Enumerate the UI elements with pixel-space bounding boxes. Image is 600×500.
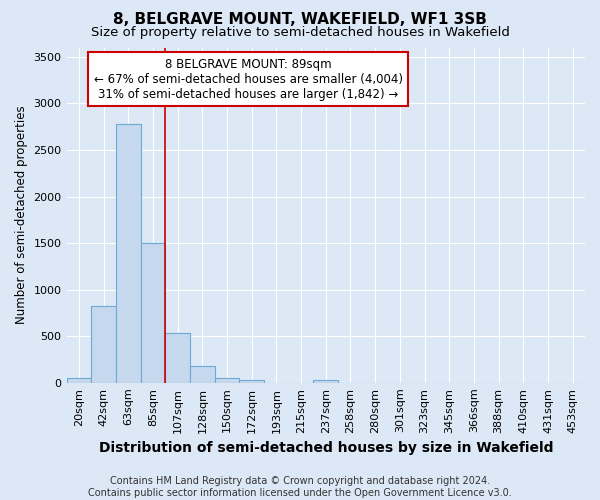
Text: Contains HM Land Registry data © Crown copyright and database right 2024.
Contai: Contains HM Land Registry data © Crown c… — [88, 476, 512, 498]
Bar — [190, 366, 215, 383]
Bar — [215, 378, 239, 383]
Text: 8, BELGRAVE MOUNT, WAKEFIELD, WF1 3SB: 8, BELGRAVE MOUNT, WAKEFIELD, WF1 3SB — [113, 12, 487, 28]
Bar — [140, 243, 165, 383]
Bar — [116, 124, 140, 383]
Bar — [67, 378, 91, 383]
Bar — [165, 332, 190, 383]
X-axis label: Distribution of semi-detached houses by size in Wakefield: Distribution of semi-detached houses by … — [98, 441, 553, 455]
Bar — [239, 380, 264, 383]
Text: Size of property relative to semi-detached houses in Wakefield: Size of property relative to semi-detach… — [91, 26, 509, 39]
Text: 8 BELGRAVE MOUNT: 89sqm
← 67% of semi-detached houses are smaller (4,004)
31% of: 8 BELGRAVE MOUNT: 89sqm ← 67% of semi-de… — [94, 58, 403, 100]
Bar — [91, 306, 116, 383]
Bar — [313, 380, 338, 383]
Y-axis label: Number of semi-detached properties: Number of semi-detached properties — [15, 106, 28, 324]
